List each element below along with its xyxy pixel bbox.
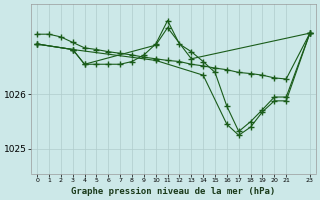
X-axis label: Graphe pression niveau de la mer (hPa): Graphe pression niveau de la mer (hPa)	[71, 187, 276, 196]
